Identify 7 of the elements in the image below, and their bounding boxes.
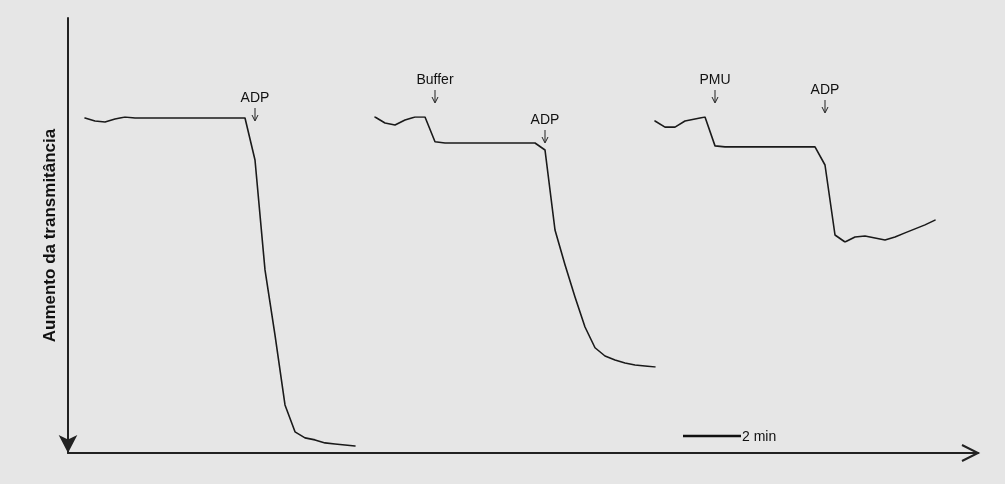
text: PMU (699, 71, 731, 87)
text: ADP (240, 89, 270, 105)
text: 2 min (742, 428, 777, 444)
text: Buffer (416, 71, 454, 87)
text: ADP (810, 81, 840, 97)
y-axis-title: Aumento da transmitância (40, 128, 59, 343)
annotation: ADP (530, 111, 560, 127)
